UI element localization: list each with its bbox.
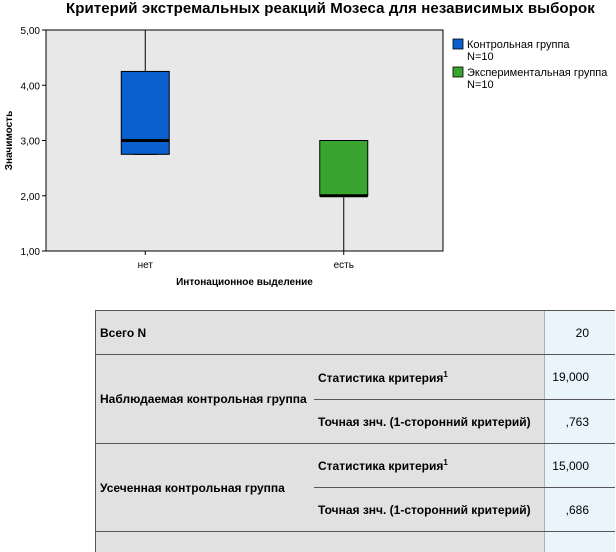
table-row: Точная знч. (1-сторонний критерий) ,686 [96,487,615,532]
legend-label: Экспериментальная группа [467,67,608,79]
chart-title: Критерий экстремальных реакций Мозеса дл… [66,0,595,17]
row-value-exact-sig-2: ,686 [544,487,615,532]
footnote-mark: 1 [443,369,448,379]
legend-swatch [452,38,464,50]
legend-n-label: N=10 [467,51,494,63]
table-row: Наблюдаемая контрольная группа Статистик… [95,354,615,444]
table-row: Всего N 20 [94,310,615,355]
y-tick-label: 1,00 [21,247,41,258]
row-label-test-stat-1: Статистика критерия1 [314,354,545,400]
row-value-test-stat-1: 19,000 [544,354,615,400]
y-axis-label: Значимость [4,111,15,170]
table-row: Усеченная контрольная группа Статистика … [95,443,615,532]
boxplot-chart: 1,00 2,00 3,00 4,00 5,00 Значимость нет есть Инт… [4,26,608,288]
group-label-observed: Наблюдаемая контрольная группа [95,354,314,444]
label-text: Статистика критерия [318,370,444,385]
table-row [94,531,615,552]
empty-cell [94,531,545,552]
row-value-test-stat-2: 15,000 [544,443,615,488]
legend-label: Контрольная группа [467,39,570,51]
table-row: Точная знч. (1-сторонний критерий) ,763 [96,399,615,444]
x-tick-label: есть [334,260,354,271]
row-value-exact-sig-1: ,763 [544,399,615,444]
row-label-total-n: Всего N [94,310,545,355]
row-label-test-stat-2: Статистика критерия1 [314,443,545,488]
row-label-exact-sig-1: Точная знч. (1-сторонний критерий) [314,399,545,444]
empty-cell [544,531,615,552]
stats-table: Всего N 20 Наблюдаемая контрольная групп… [94,310,615,552]
y-tick-label: 3,00 [21,137,41,148]
y-tick-label: 4,00 [21,81,41,92]
row-label-exact-sig-2: Точная знч. (1-сторонний критерий) [314,487,545,532]
y-tick-label: 2,00 [21,192,41,203]
y-tick-label: 5,00 [21,26,41,37]
plot-area [45,29,444,252]
row-value-total-n: 20 [544,310,615,355]
group-label-trimmed: Усеченная контрольная группа [95,443,314,532]
footnote-mark: 1 [443,458,448,467]
x-tick-label: нет [138,260,154,271]
x-axis-label: Интонационное выделение [176,277,313,288]
box [319,140,369,197]
legend-swatch [452,66,464,78]
label-text: Статистика критерия [318,459,444,473]
legend-n-label: N=10 [467,79,494,91]
